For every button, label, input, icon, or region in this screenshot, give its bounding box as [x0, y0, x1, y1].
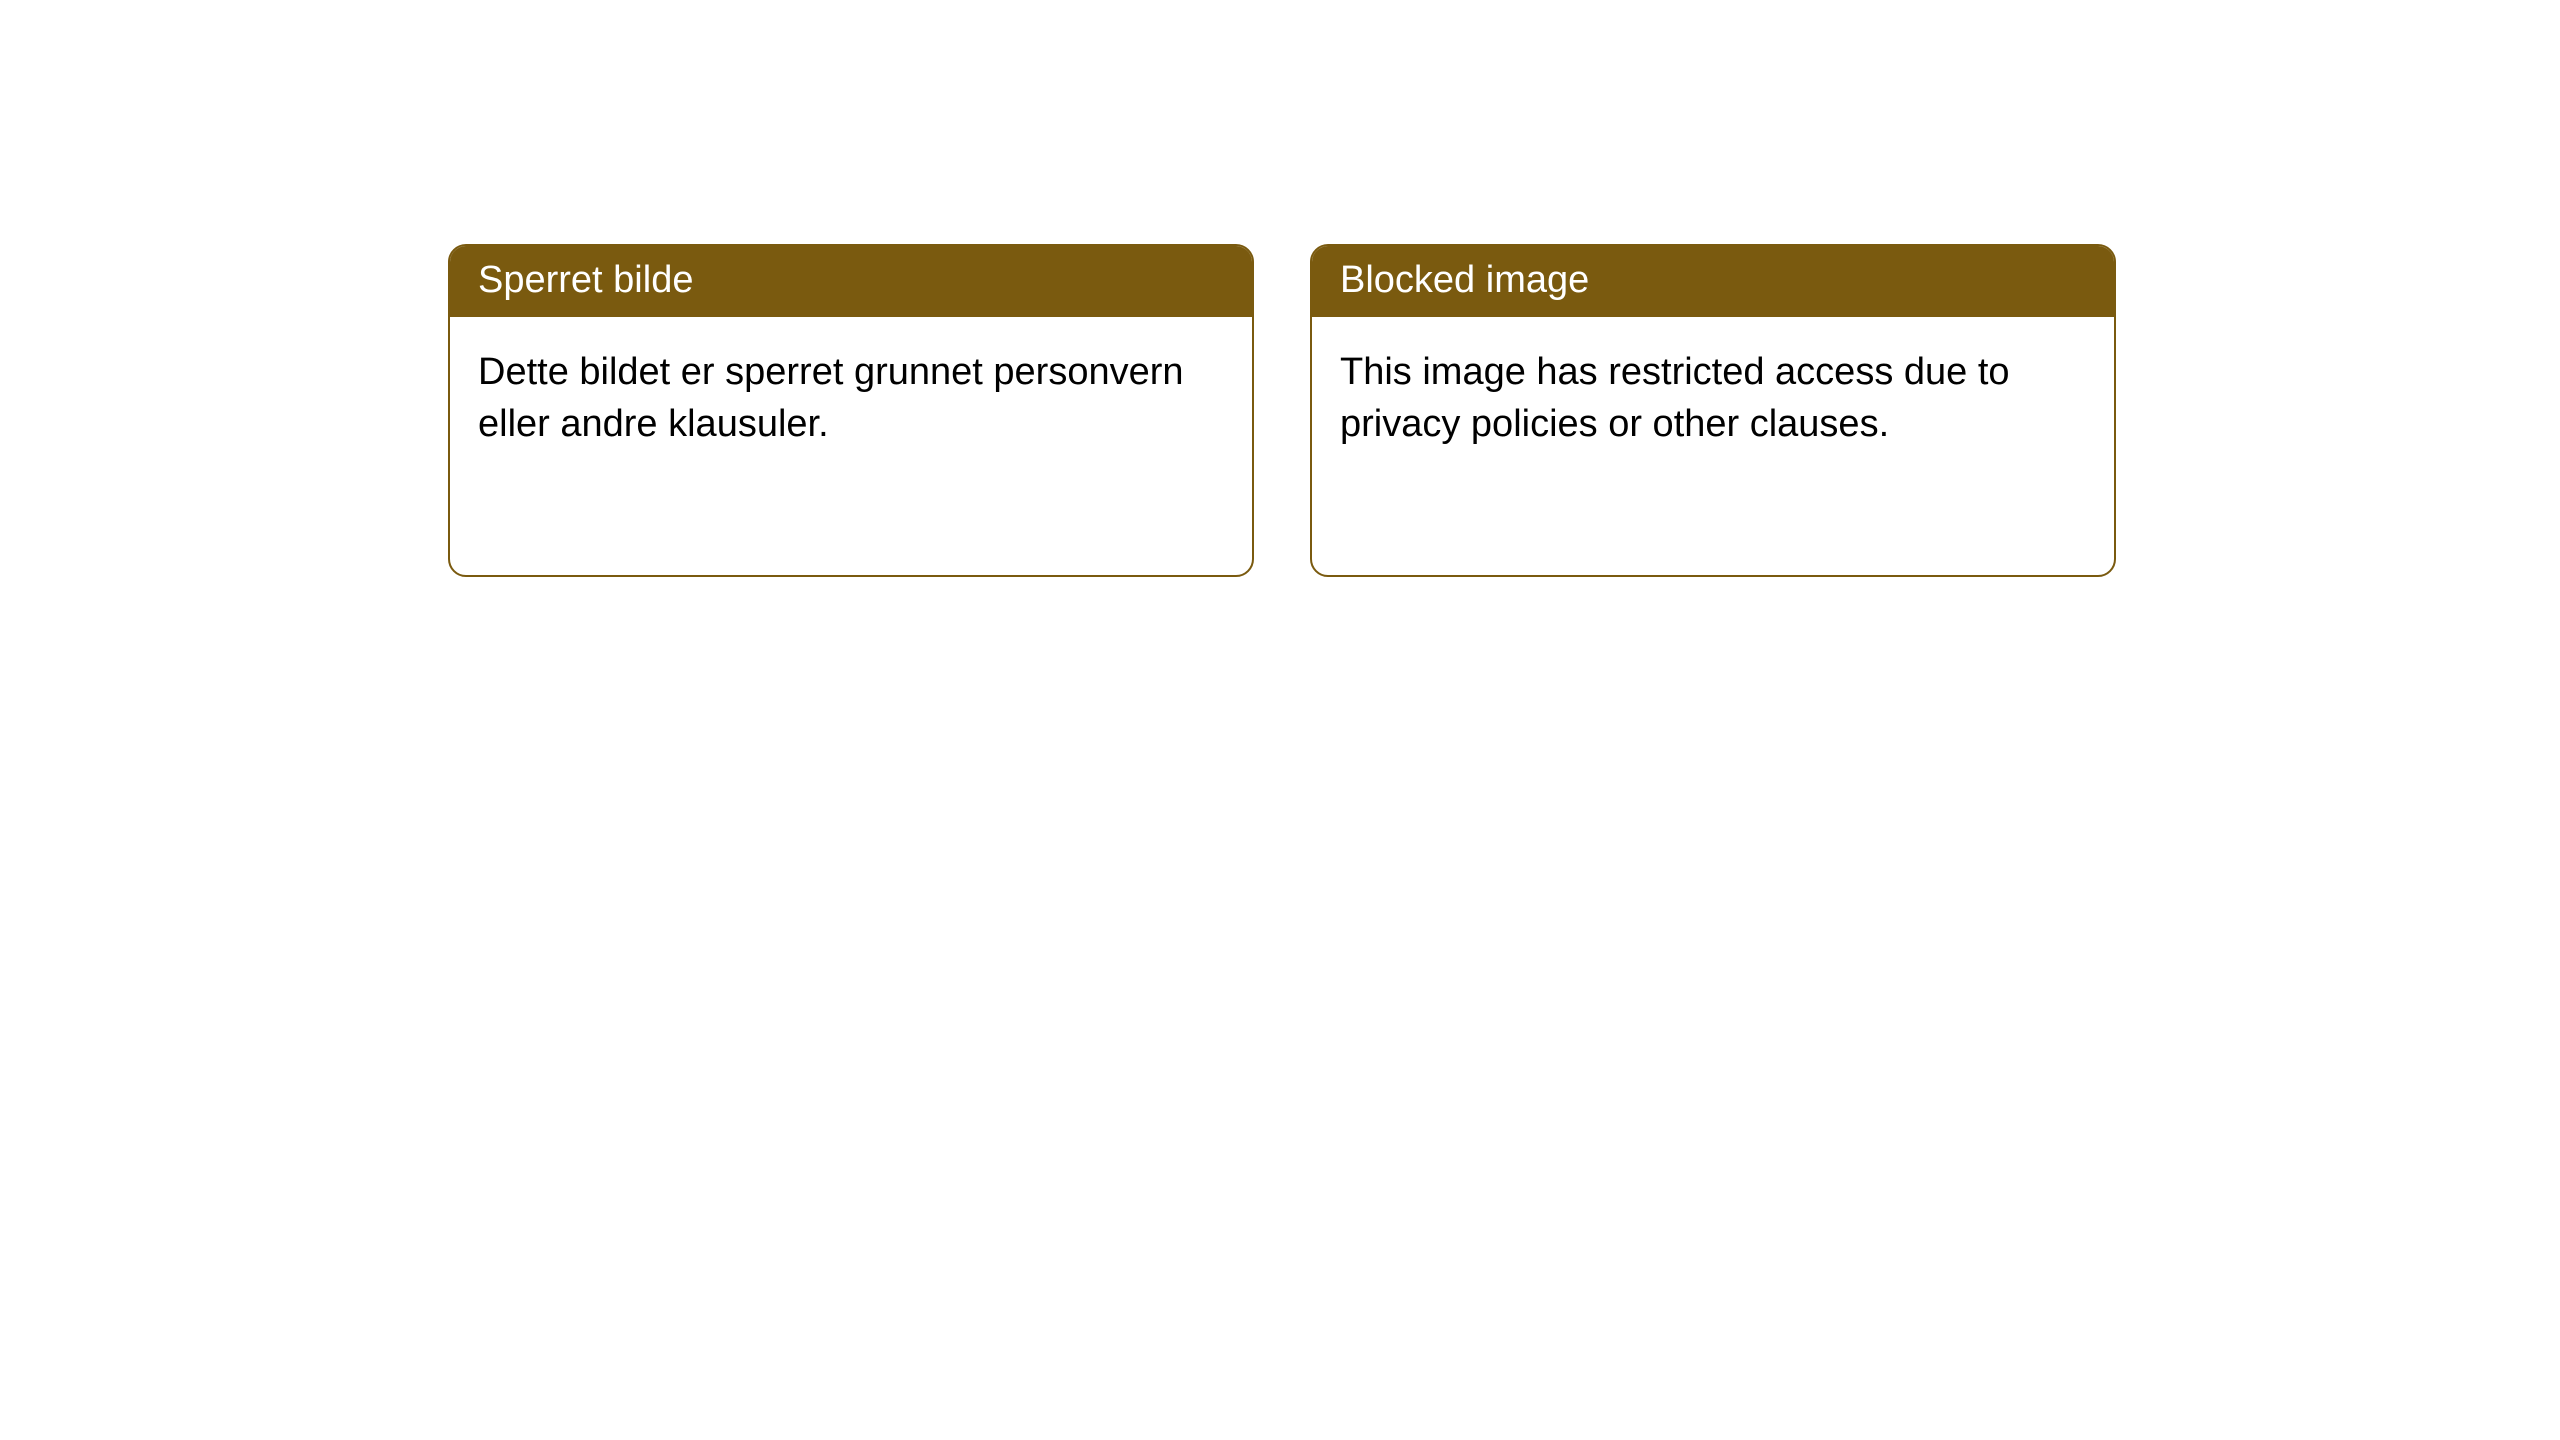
card-header: Blocked image — [1312, 246, 2114, 317]
card-body-text: This image has restricted access due to … — [1340, 351, 2010, 444]
card-body: Dette bildet er sperret grunnet personve… — [450, 317, 1252, 480]
notice-card-norwegian: Sperret bilde Dette bildet er sperret gr… — [448, 244, 1254, 577]
notice-cards-container: Sperret bilde Dette bildet er sperret gr… — [0, 0, 2560, 577]
card-title: Sperret bilde — [478, 259, 693, 301]
card-header: Sperret bilde — [450, 246, 1252, 317]
card-body: This image has restricted access due to … — [1312, 317, 2114, 480]
notice-card-english: Blocked image This image has restricted … — [1310, 244, 2116, 577]
card-title: Blocked image — [1340, 259, 1589, 301]
card-body-text: Dette bildet er sperret grunnet personve… — [478, 351, 1184, 444]
